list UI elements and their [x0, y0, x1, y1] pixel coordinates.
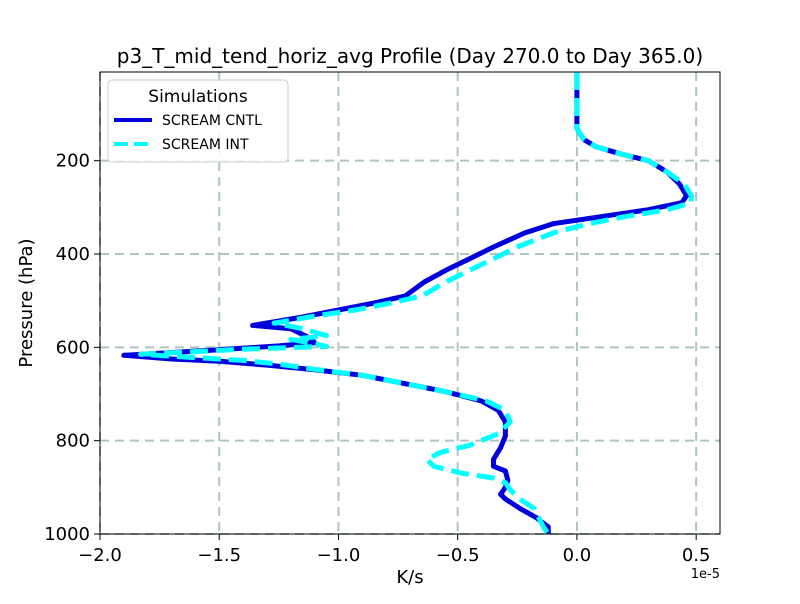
x-tick-label: −2.0 [78, 545, 122, 566]
y-axis: 200 400 600 800 1000 [44, 151, 100, 545]
chart-title: p3_T_mid_tend_horiz_avg Profile (Day 270… [117, 44, 703, 68]
plot-area [99, 71, 721, 536]
x-tick-label: 0.5 [682, 545, 711, 566]
y-axis-label: Pressure (hPa) [16, 238, 37, 367]
y-tick-label: 400 [56, 244, 90, 265]
y-tick-label: 800 [56, 431, 90, 452]
x-tick-label: −1.5 [197, 545, 241, 566]
series-line-scream-int [138, 72, 694, 536]
plot-frame [99, 71, 721, 535]
x-axis-offset-label: 1e-5 [691, 567, 720, 582]
legend-label-scream-int: SCREAM INT [162, 137, 249, 153]
legend-box [107, 79, 289, 163]
x-tick-label: 0.0 [563, 545, 592, 566]
legend-title: Simulations [148, 87, 248, 107]
series-lines [121, 72, 694, 536]
y-tick-label: 600 [56, 337, 90, 358]
x-axis-label: K/s [396, 567, 423, 588]
legend-label-scream-cntl: SCREAM CNTL [162, 113, 262, 129]
legend: Simulations SCREAM CNTL SCREAM INT [107, 79, 289, 163]
y-tick-label: 1000 [44, 524, 90, 545]
x-axis: −2.0 −1.5 −1.0 −0.5 0.0 0.5 [78, 534, 710, 566]
x-tick-label: −0.5 [436, 545, 480, 566]
x-tick-label: −1.0 [317, 545, 361, 566]
y-tick-label: 200 [56, 151, 90, 172]
